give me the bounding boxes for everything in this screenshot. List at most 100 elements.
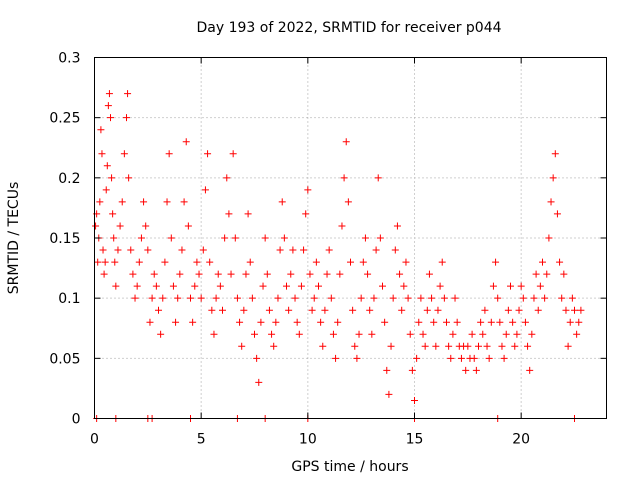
data-point [393, 222, 401, 230]
tick-layer: 0 0.05 0.1 0.15 0.2 0.25 0.3 0 5 10 15 20 [49, 51, 607, 448]
data-point [539, 258, 546, 266]
data-point [494, 294, 502, 302]
data-point [400, 282, 408, 290]
data-point [135, 258, 143, 266]
data-point [428, 294, 436, 302]
data-point [432, 342, 440, 350]
y-tick-label: 0.25 [49, 111, 80, 127]
data-point [172, 318, 180, 326]
data-point [364, 270, 372, 278]
data-point [340, 174, 348, 182]
data-point [283, 282, 290, 290]
data-point [521, 318, 529, 326]
data-point [438, 258, 446, 266]
data-point [293, 318, 301, 326]
data-point [440, 294, 448, 302]
data-point [112, 282, 120, 290]
data-point [379, 282, 386, 290]
data-point [152, 282, 160, 290]
data-point [560, 270, 568, 278]
data-point [475, 342, 482, 350]
data-point [319, 342, 327, 350]
data-point [227, 270, 235, 278]
data-point [236, 318, 244, 326]
data-point [144, 246, 152, 254]
data-point [180, 198, 188, 206]
data-point [270, 342, 278, 350]
data-point [206, 258, 214, 266]
data-point [464, 342, 472, 350]
data-point [338, 222, 346, 230]
data-point [287, 270, 295, 278]
data-points [92, 90, 585, 422]
data-point [483, 342, 491, 350]
data-point [425, 270, 433, 278]
data-point [387, 342, 395, 350]
data-point [323, 270, 331, 278]
data-point [212, 294, 220, 302]
data-point [507, 282, 514, 290]
data-point [566, 318, 574, 326]
data-point [573, 330, 581, 338]
data-point [536, 282, 544, 290]
data-point [530, 294, 538, 302]
data-point [329, 330, 337, 338]
data-point [472, 366, 480, 374]
data-point [195, 270, 203, 278]
data-point [408, 366, 416, 374]
chart-title: Day 193 of 2022, SRMTID for receiver p04… [196, 20, 501, 36]
data-point [347, 258, 354, 266]
data-point [342, 138, 350, 146]
data-point [161, 258, 169, 266]
data-point [334, 318, 342, 326]
data-point [189, 318, 197, 326]
data-point [443, 318, 450, 326]
data-point [219, 306, 226, 314]
data-point [462, 366, 470, 374]
data-point [285, 306, 293, 314]
data-point [96, 198, 104, 206]
data-point [272, 318, 280, 326]
data-point [419, 330, 427, 338]
data-point [233, 294, 241, 302]
data-point [129, 270, 137, 278]
data-point [223, 174, 231, 182]
data-point [105, 90, 113, 98]
data-point [259, 282, 267, 290]
data-point [498, 342, 506, 350]
data-point [568, 294, 576, 302]
data-point [308, 306, 316, 314]
data-point [551, 150, 559, 158]
data-point [248, 294, 256, 302]
data-point [430, 318, 438, 326]
data-point [513, 330, 521, 338]
data-point [199, 246, 207, 254]
data-point [509, 318, 517, 326]
data-point [157, 330, 165, 338]
x-tick-label: 15 [406, 432, 424, 448]
data-point [104, 102, 112, 110]
data-point [133, 282, 141, 290]
data-point [274, 294, 282, 302]
data-point [402, 258, 410, 266]
data-point [534, 306, 542, 314]
data-point [470, 354, 478, 362]
data-point [214, 270, 222, 278]
data-point [187, 294, 194, 302]
data-point [404, 294, 412, 302]
data-point [500, 354, 508, 362]
data-point [278, 198, 286, 206]
data-point [246, 258, 254, 266]
data-point [445, 342, 453, 350]
x-tick-label: 10 [299, 432, 317, 448]
data-point [312, 258, 320, 266]
data-point [519, 294, 527, 302]
data-point [436, 282, 444, 290]
data-point [321, 306, 329, 314]
data-point [244, 210, 252, 218]
data-point [366, 306, 374, 314]
data-point [92, 222, 100, 230]
data-point [496, 318, 504, 326]
data-point [221, 234, 229, 242]
